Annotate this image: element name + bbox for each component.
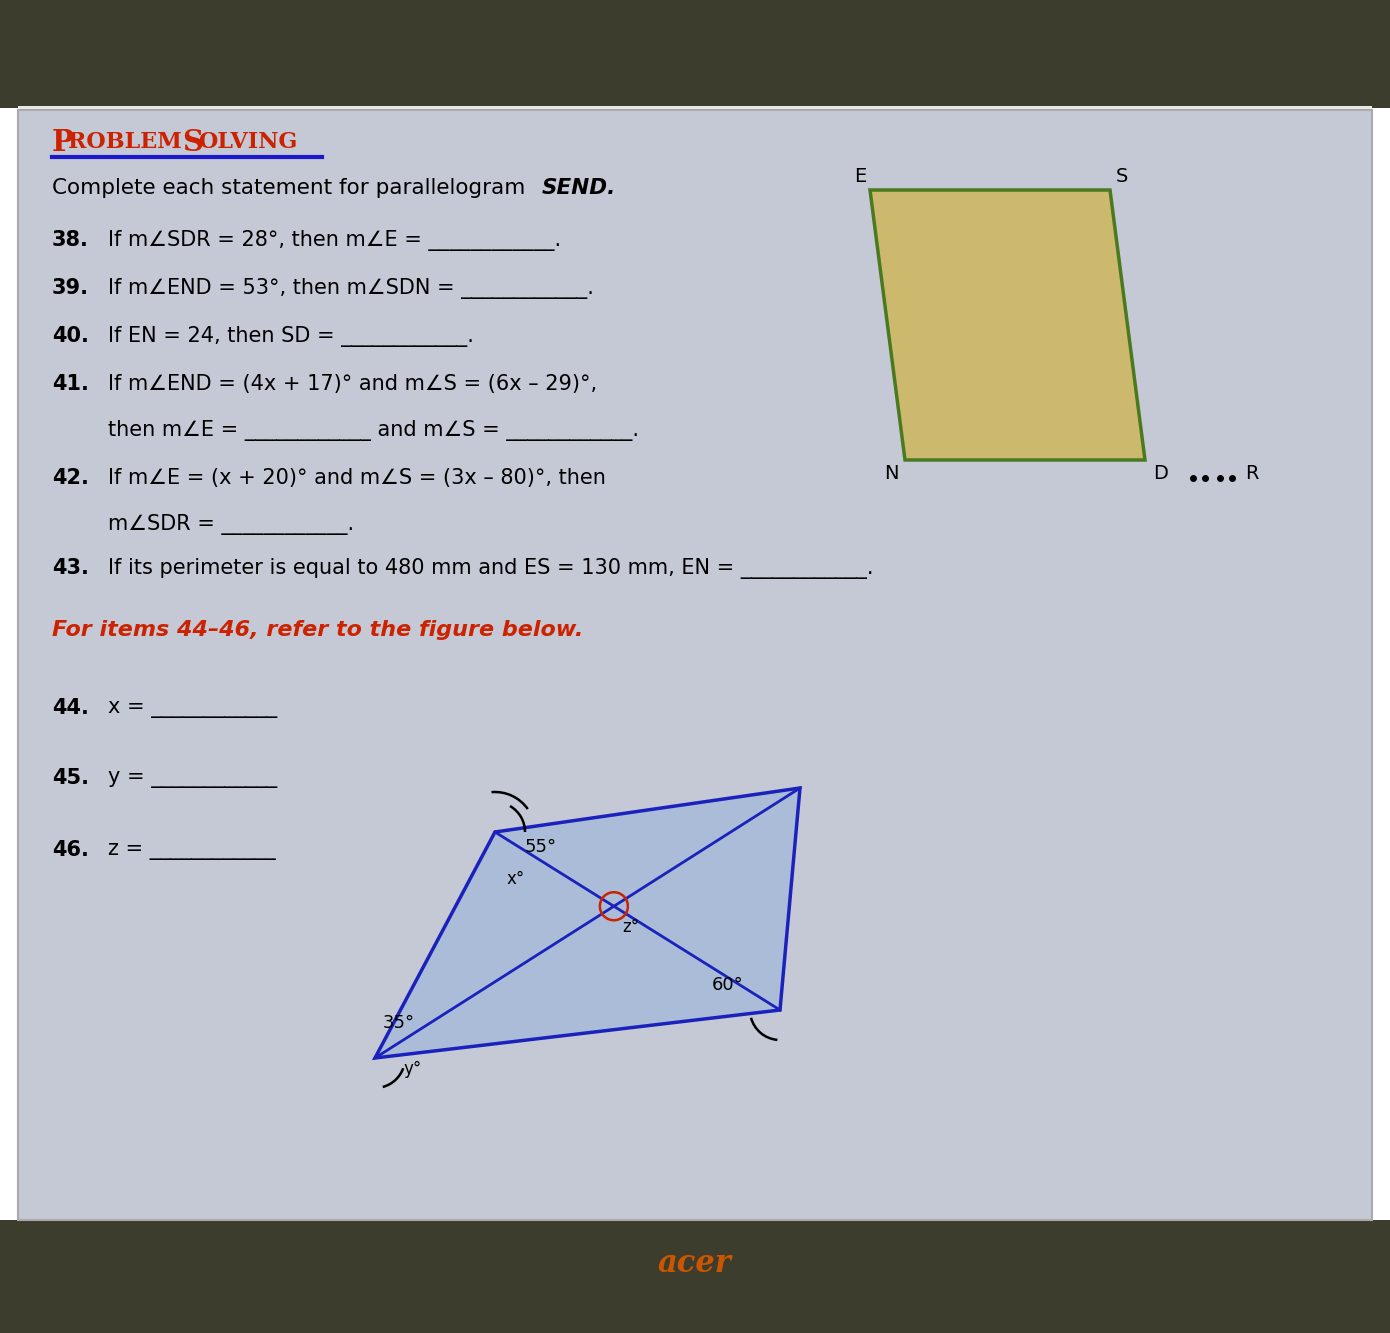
Text: 60°: 60° — [712, 976, 744, 994]
Text: E: E — [853, 167, 866, 187]
Text: 41.: 41. — [51, 375, 89, 395]
Text: 38.: 38. — [51, 231, 89, 251]
Text: Complete each statement for parallelogram: Complete each statement for parallelogra… — [51, 179, 532, 199]
Text: SEND.: SEND. — [542, 179, 616, 199]
Text: 40.: 40. — [51, 327, 89, 347]
Text: then m∠E = ____________ and m∠S = ____________.: then m∠E = ____________ and m∠S = ______… — [108, 420, 639, 441]
Text: z = ____________: z = ____________ — [108, 840, 275, 860]
Text: ROBLEM: ROBLEM — [68, 131, 182, 153]
Text: m∠SDR = ____________.: m∠SDR = ____________. — [108, 515, 354, 535]
Text: N: N — [884, 464, 899, 483]
Text: If its perimeter is equal to 480 mm and ES = 130 mm, EN = ____________.: If its perimeter is equal to 480 mm and … — [108, 559, 873, 579]
Text: 39.: 39. — [51, 279, 89, 299]
Bar — [0, 1220, 1390, 1333]
Text: S: S — [1116, 167, 1129, 187]
Text: 45.: 45. — [51, 768, 89, 788]
Text: R: R — [1245, 464, 1258, 483]
Text: acer: acer — [657, 1248, 733, 1278]
Bar — [0, 0, 1390, 108]
Text: If m∠END = 53°, then m∠SDN = ____________.: If m∠END = 53°, then m∠SDN = ___________… — [108, 279, 594, 299]
Text: If m∠END = (4x + 17)° and m∠S = (6x – 29)°,: If m∠END = (4x + 17)° and m∠S = (6x – 29… — [108, 375, 598, 395]
Text: S: S — [182, 128, 203, 157]
Text: D: D — [1152, 464, 1168, 483]
Text: If m∠E = (x + 20)° and m∠S = (3x – 80)°, then: If m∠E = (x + 20)° and m∠S = (3x – 80)°,… — [108, 468, 606, 488]
Text: x = ____________: x = ____________ — [108, 698, 277, 718]
Text: 44.: 44. — [51, 698, 89, 718]
Text: y = ____________: y = ____________ — [108, 768, 277, 788]
Text: 35°: 35° — [384, 1014, 416, 1032]
Bar — [18, 107, 1372, 111]
Polygon shape — [870, 191, 1145, 460]
Text: x°: x° — [507, 870, 525, 888]
Text: 42.: 42. — [51, 468, 89, 488]
Text: For items 44–46, refer to the figure below.: For items 44–46, refer to the figure bel… — [51, 620, 584, 640]
Text: z°: z° — [621, 918, 639, 936]
Text: 43.: 43. — [51, 559, 89, 579]
Bar — [18, 111, 1372, 1220]
Text: P: P — [51, 128, 74, 157]
Text: If m∠SDR = 28°, then m∠E = ____________.: If m∠SDR = 28°, then m∠E = ____________. — [108, 231, 562, 251]
Polygon shape — [375, 788, 801, 1058]
Text: 55°: 55° — [525, 838, 557, 856]
Text: 46.: 46. — [51, 840, 89, 860]
Text: If EN = 24, then SD = ____________.: If EN = 24, then SD = ____________. — [108, 327, 474, 347]
Text: OLVING: OLVING — [197, 131, 297, 153]
Text: y°: y° — [403, 1060, 421, 1078]
